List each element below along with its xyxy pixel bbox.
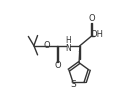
Text: O: O <box>54 61 61 70</box>
Text: H
N: H N <box>66 36 71 53</box>
Text: OH: OH <box>91 30 103 39</box>
Text: ,: , <box>78 42 81 53</box>
Text: S: S <box>70 80 76 89</box>
Text: O: O <box>44 41 51 50</box>
Text: O: O <box>88 14 95 23</box>
